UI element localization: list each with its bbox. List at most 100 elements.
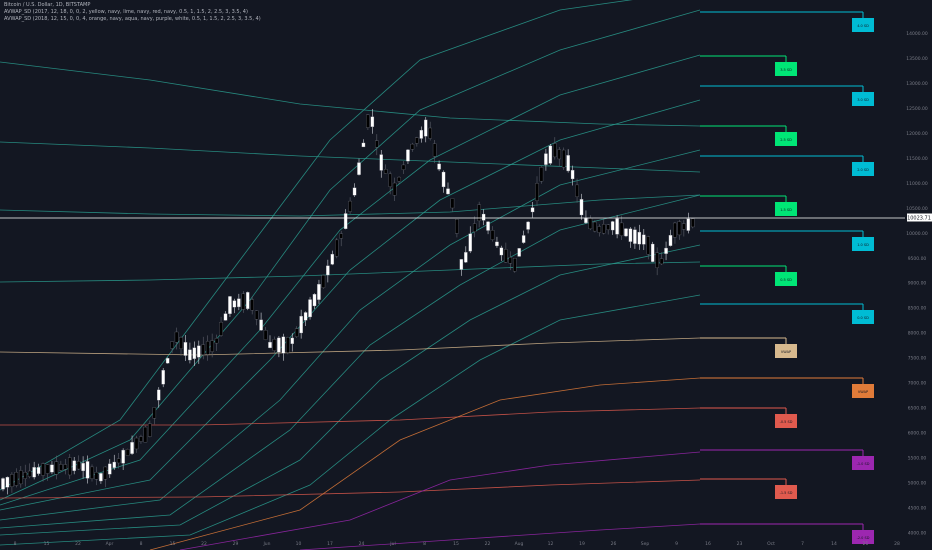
band-marker-box[interactable]	[775, 62, 797, 76]
candle-body	[650, 243, 655, 262]
candle-body	[379, 154, 383, 171]
band-marker-box[interactable]	[775, 132, 797, 146]
x-tick-label: 26	[611, 541, 617, 547]
band-marker-label: 3.0 SD	[857, 98, 869, 102]
candle-body	[277, 337, 281, 353]
candle-body	[303, 312, 308, 321]
vwap-band-line	[0, 337, 701, 356]
candle-body	[156, 389, 161, 401]
candle-body	[432, 143, 437, 157]
band-marker-box[interactable]	[852, 162, 874, 176]
y-tick-label: 6500.00	[908, 406, 927, 412]
candle-body	[228, 296, 232, 314]
band-marker-box[interactable]	[775, 485, 797, 499]
candle-body	[161, 370, 165, 385]
candle-body	[468, 233, 472, 252]
y-tick-label: 6000.00	[908, 431, 927, 437]
candle-body	[410, 143, 415, 150]
candle-body	[633, 229, 637, 244]
price-axis: 14000.00 13500.00 13000.00 12500.00 12000.00…	[906, 31, 928, 537]
candle-body	[428, 127, 432, 139]
indicator-1-label[interactable]: AVWAP_SD (2017, 12, 18, 0, 0, 2, yellow,…	[4, 9, 248, 15]
candle-body	[357, 162, 361, 175]
candle-body	[521, 235, 526, 243]
candle-body	[112, 461, 117, 468]
band-marker-box[interactable]	[775, 272, 797, 286]
candle-body	[27, 470, 32, 477]
band-marker-box[interactable]	[852, 18, 874, 32]
band-marker-box[interactable]	[775, 202, 797, 216]
indicator-2-label[interactable]: AVWAP_SD (2018, 12, 15, 0, 0, 4, orange,…	[4, 16, 261, 22]
candle-body	[530, 207, 535, 213]
y-tick-label: 10000.00	[906, 231, 928, 237]
candle-body	[557, 149, 562, 160]
candle-body	[76, 461, 81, 470]
candle-body	[148, 423, 152, 437]
candle-body	[597, 226, 602, 233]
candle-body	[446, 188, 450, 195]
candle-body	[219, 322, 223, 336]
band-marker-box[interactable]	[775, 414, 797, 428]
candle-body	[268, 341, 272, 349]
candle-body	[472, 223, 477, 232]
y-tick-label: 5500.00	[908, 456, 927, 462]
y-tick-label: 8500.00	[908, 306, 927, 312]
candle-body	[602, 224, 606, 234]
vwap-band-line	[0, 194, 701, 529]
vwap-band-line	[0, 149, 701, 521]
candle-body	[348, 200, 352, 212]
candle-body	[664, 247, 668, 254]
vwap-band-line	[0, 0, 633, 491]
y-tick-label: 13000.00	[906, 81, 928, 87]
band-marker-box[interactable]	[852, 310, 874, 324]
candle-body	[63, 464, 68, 470]
y-tick-label: 13500.00	[906, 56, 928, 62]
candle-body	[134, 437, 139, 450]
y-tick-label: 9500.00	[908, 256, 927, 262]
candle-body	[85, 461, 90, 479]
candle-body	[397, 176, 401, 182]
x-tick-label: 29	[233, 541, 239, 547]
candle-body	[673, 222, 677, 238]
x-tick-label: 15	[44, 541, 50, 547]
candle-body	[642, 234, 646, 245]
band-marker-box[interactable]	[852, 456, 874, 470]
band-marker-box[interactable]	[852, 384, 874, 398]
candle-body	[526, 221, 530, 230]
candle-body	[659, 258, 664, 265]
symbol-title: Bitcoin / U.S. Dollar, 1D, BITSTAMP	[4, 2, 91, 8]
band-markers: 4.0 SD 3.5 SD 3.0 SD 2.5 SD 2.0 SD 1.5 SD 1.0 …	[700, 11, 874, 544]
candle-body	[370, 116, 375, 127]
vwap-band-lines	[0, 0, 701, 550]
candle-body	[263, 330, 268, 340]
candle-body	[223, 313, 228, 321]
band-marker-box[interactable]	[852, 530, 874, 544]
candle-body	[579, 199, 584, 216]
candle-body	[250, 299, 254, 311]
y-tick-label: 14000.00	[906, 31, 928, 37]
band-marker-box[interactable]	[852, 92, 874, 106]
candle-body	[655, 252, 659, 268]
candle-body	[130, 442, 134, 454]
candle-body	[254, 310, 259, 320]
candle-body	[575, 184, 579, 197]
band-marker-box[interactable]	[852, 237, 874, 251]
candle-body	[375, 140, 379, 148]
candle-body	[423, 119, 428, 137]
vwap-band-line	[0, 479, 701, 499]
chart-legend: Bitcoin / U.S. Dollar, 1D, BITSTAMP AVWA…	[4, 2, 261, 23]
candle-body	[19, 470, 23, 485]
candle-body	[14, 472, 19, 486]
band-marker-label: 3.5 SD	[780, 68, 792, 72]
candle-body	[188, 349, 192, 361]
candle-body	[94, 472, 99, 480]
candle-body	[179, 337, 183, 349]
candle-body	[197, 345, 201, 358]
candle-body	[308, 299, 312, 318]
band-marker-box[interactable]	[775, 344, 797, 358]
candle-body	[455, 219, 459, 234]
candle-body	[415, 137, 419, 144]
candle-body	[68, 457, 72, 476]
x-tick-label: Sep	[641, 541, 650, 547]
